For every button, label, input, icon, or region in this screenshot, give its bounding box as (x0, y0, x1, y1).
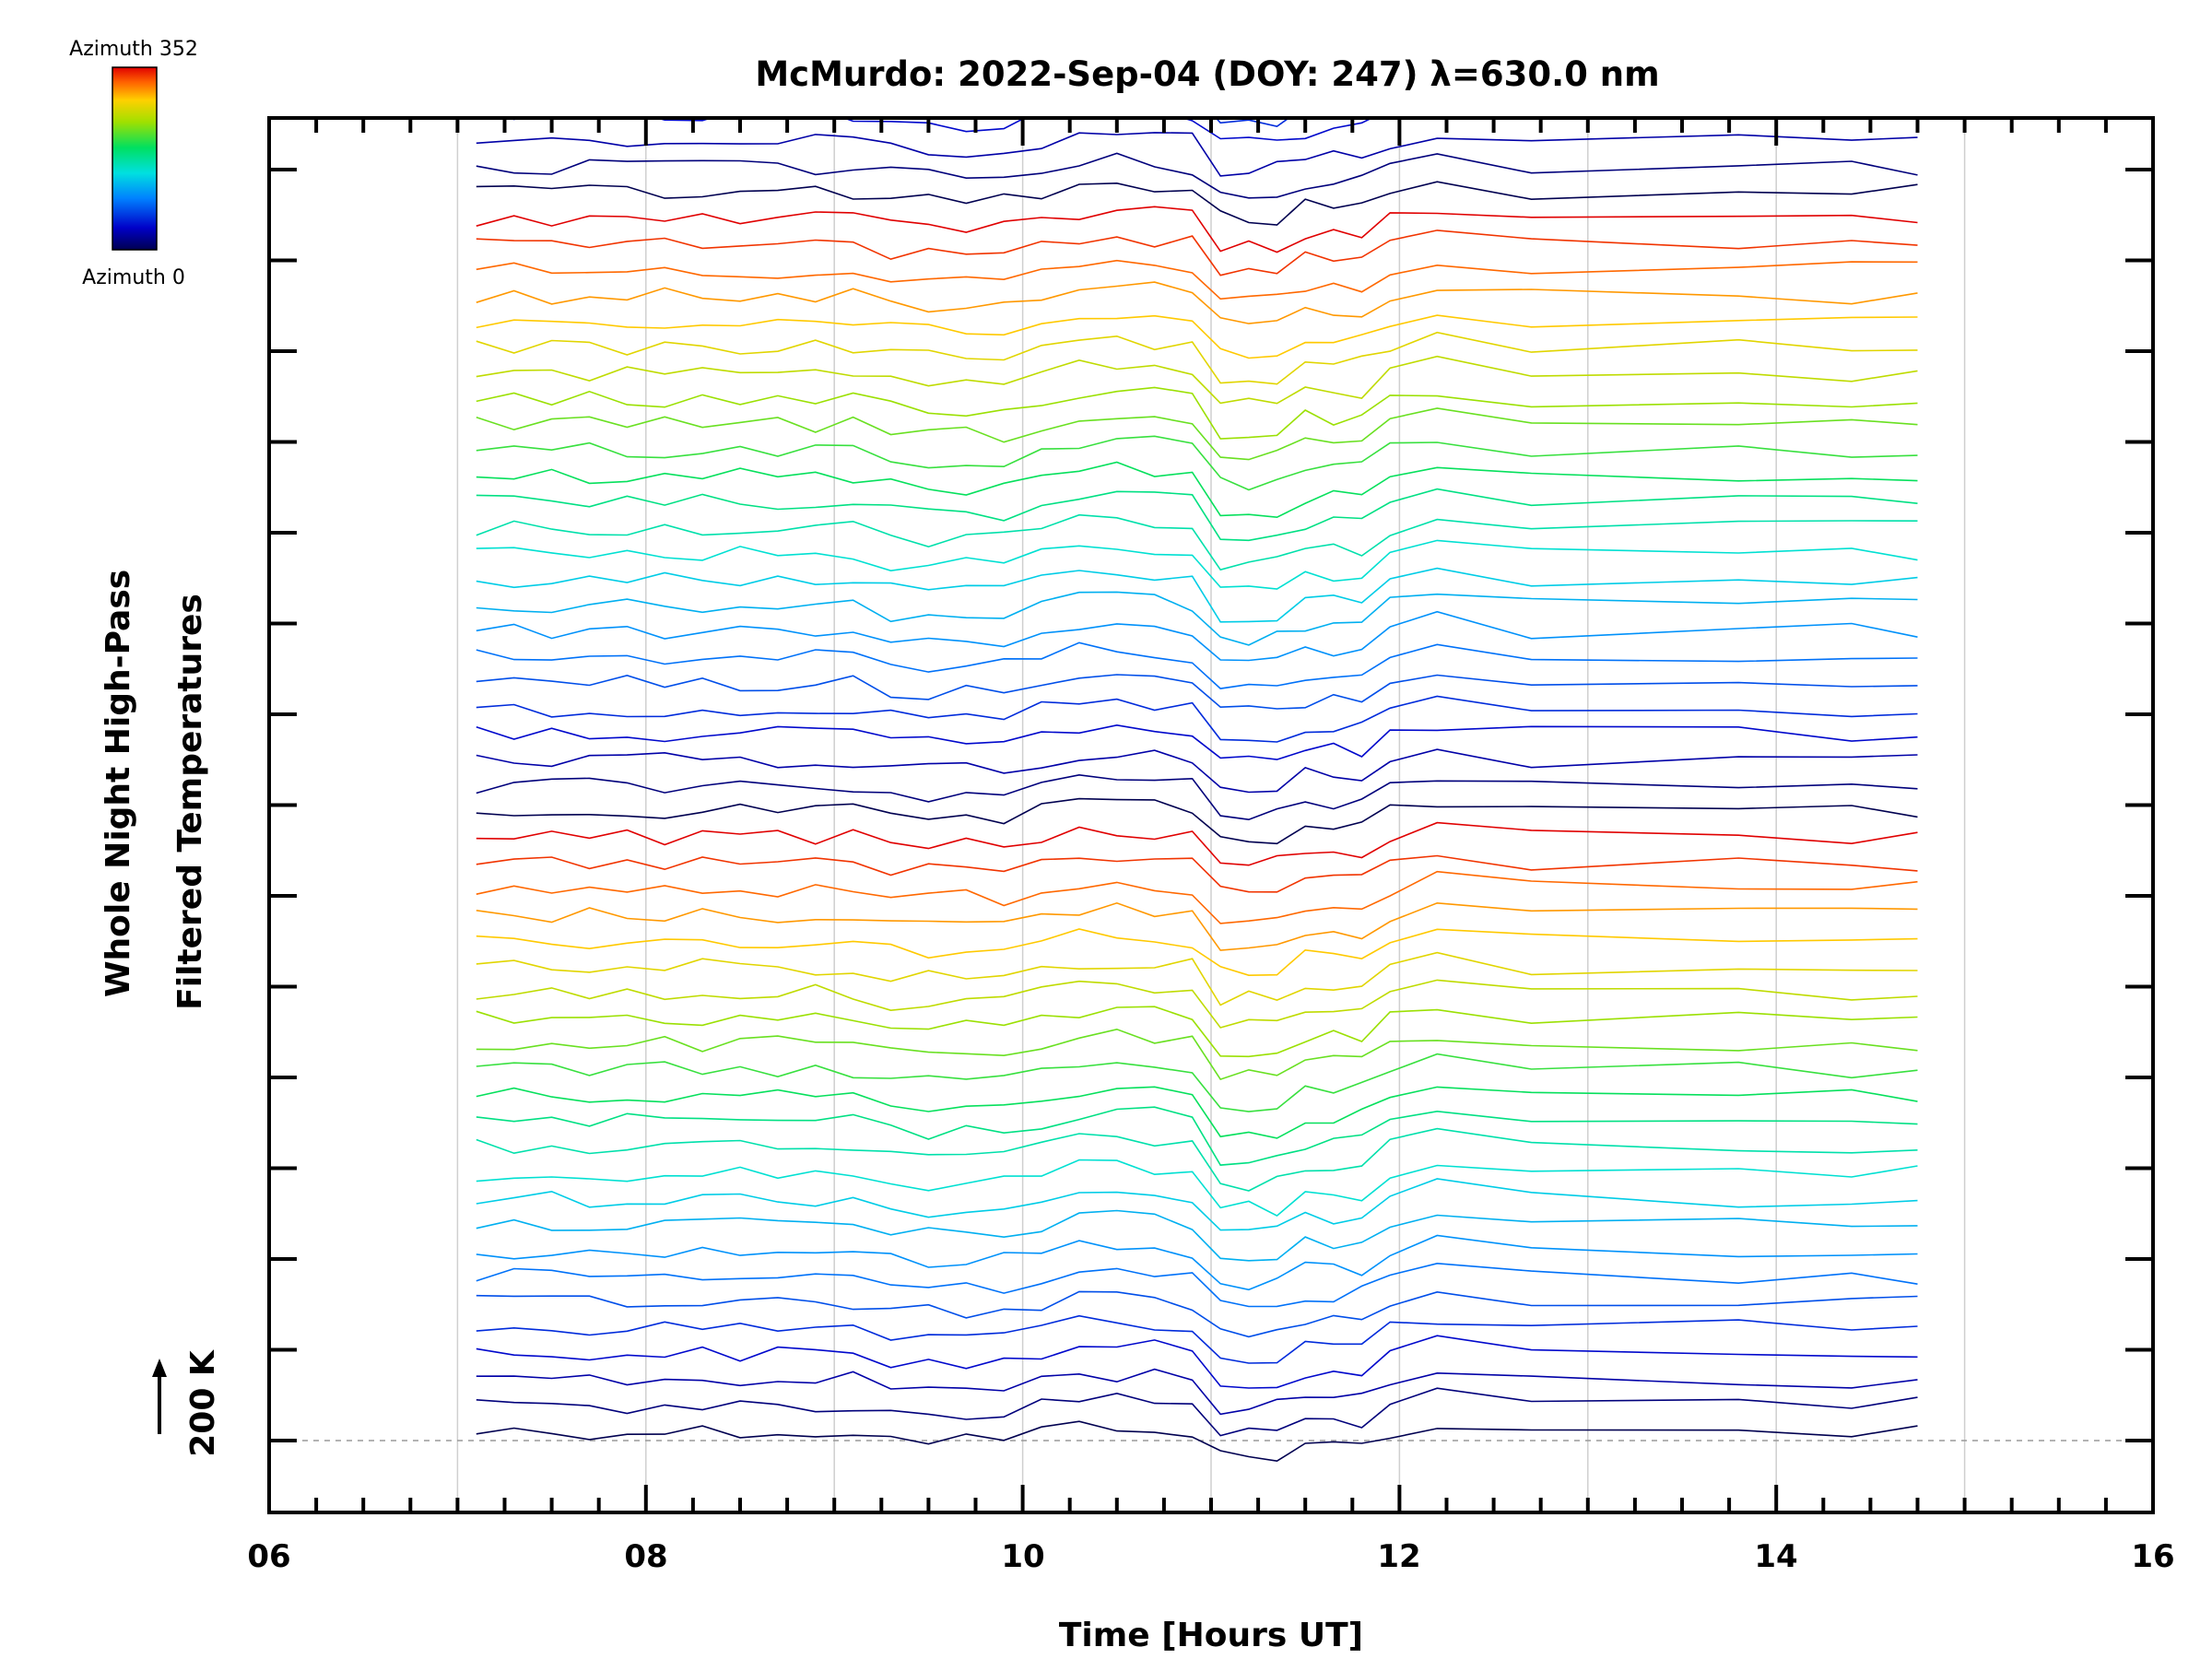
series-line (476, 567, 1918, 623)
series-line (476, 724, 1918, 760)
x-tick-label: 06 (247, 1538, 290, 1575)
x-axis-label: Time [Hours UT] (1059, 1617, 1363, 1654)
series-line (476, 281, 1918, 324)
series-line (476, 1006, 1918, 1058)
series-line (506, 118, 1589, 141)
grid-lines (456, 118, 1966, 1512)
x-tick-labels: 06 08 10 12 14 16 (247, 1538, 2174, 1575)
series-line (476, 797, 1918, 845)
series-line (476, 1127, 1918, 1192)
x-tick-label: 10 (1001, 1538, 1044, 1575)
x-tick-label: 14 (1754, 1538, 1797, 1575)
x-tick-label: 16 (2131, 1538, 2174, 1575)
series-line (476, 674, 1918, 710)
series-line (476, 1387, 1918, 1437)
series-line (476, 407, 1918, 461)
series-line (476, 1420, 1918, 1463)
series-line (476, 229, 1918, 276)
series-line (476, 610, 1918, 662)
y-axis-label-line2: Filtered Temperatures (171, 594, 209, 1010)
x-tick-label: 08 (624, 1538, 667, 1575)
y-axis-label-line1: Whole Night High-Pass (100, 570, 137, 997)
series-line (476, 206, 1918, 253)
series-line (477, 0, 1918, 46)
series-line (476, 821, 1918, 866)
colorbar-top-label: Azimuth 352 (69, 38, 198, 61)
series-line (476, 854, 1918, 893)
x-tick-label: 12 (1377, 1538, 1420, 1575)
scale-label: 200 K (184, 1349, 222, 1457)
series-line (476, 386, 1918, 440)
scale-arrow (152, 1359, 167, 1434)
series-line (476, 870, 1918, 924)
series-line (476, 331, 1918, 385)
series-line (476, 314, 1918, 359)
series-line (476, 1106, 1918, 1166)
series-line (476, 1053, 1918, 1112)
series-line (476, 641, 1918, 689)
series-line (476, 181, 1918, 226)
series-line (476, 901, 1918, 951)
series-line (476, 591, 1918, 646)
series-lines (476, 0, 1918, 1463)
series-line (476, 1028, 1918, 1081)
series-line (476, 979, 1918, 1029)
series-line (476, 1086, 1918, 1139)
series-line (476, 695, 1918, 743)
series-line (476, 461, 1918, 519)
series-line (476, 928, 1918, 977)
series-line (476, 1234, 1918, 1291)
series-line (476, 1178, 1918, 1231)
series-line (476, 773, 1918, 821)
series-line (476, 748, 1918, 794)
series-line (476, 1314, 1918, 1364)
colorbar (112, 66, 158, 251)
series-line (476, 259, 1918, 300)
series-line (476, 1290, 1918, 1338)
series-line (476, 1209, 1918, 1262)
series-line (476, 152, 1918, 199)
series-line (476, 951, 1918, 1006)
chart-title: McMurdo: 2022-Sep-04 (DOY: 247) λ=630.0 … (755, 54, 1659, 94)
colorbar-bottom-label: Azimuth 0 (82, 266, 185, 289)
series-line (477, 0, 1918, 27)
series-line (476, 1262, 1918, 1308)
series-line (476, 1368, 1918, 1416)
series-line (476, 355, 1918, 405)
series-line (476, 513, 1918, 571)
series-line (476, 1335, 1918, 1389)
series-line (476, 435, 1918, 491)
series-line (476, 539, 1918, 590)
series-line (476, 488, 1918, 542)
series-line (476, 132, 1918, 177)
series-line (476, 1159, 1918, 1218)
axis-ticks (267, 118, 2155, 1512)
